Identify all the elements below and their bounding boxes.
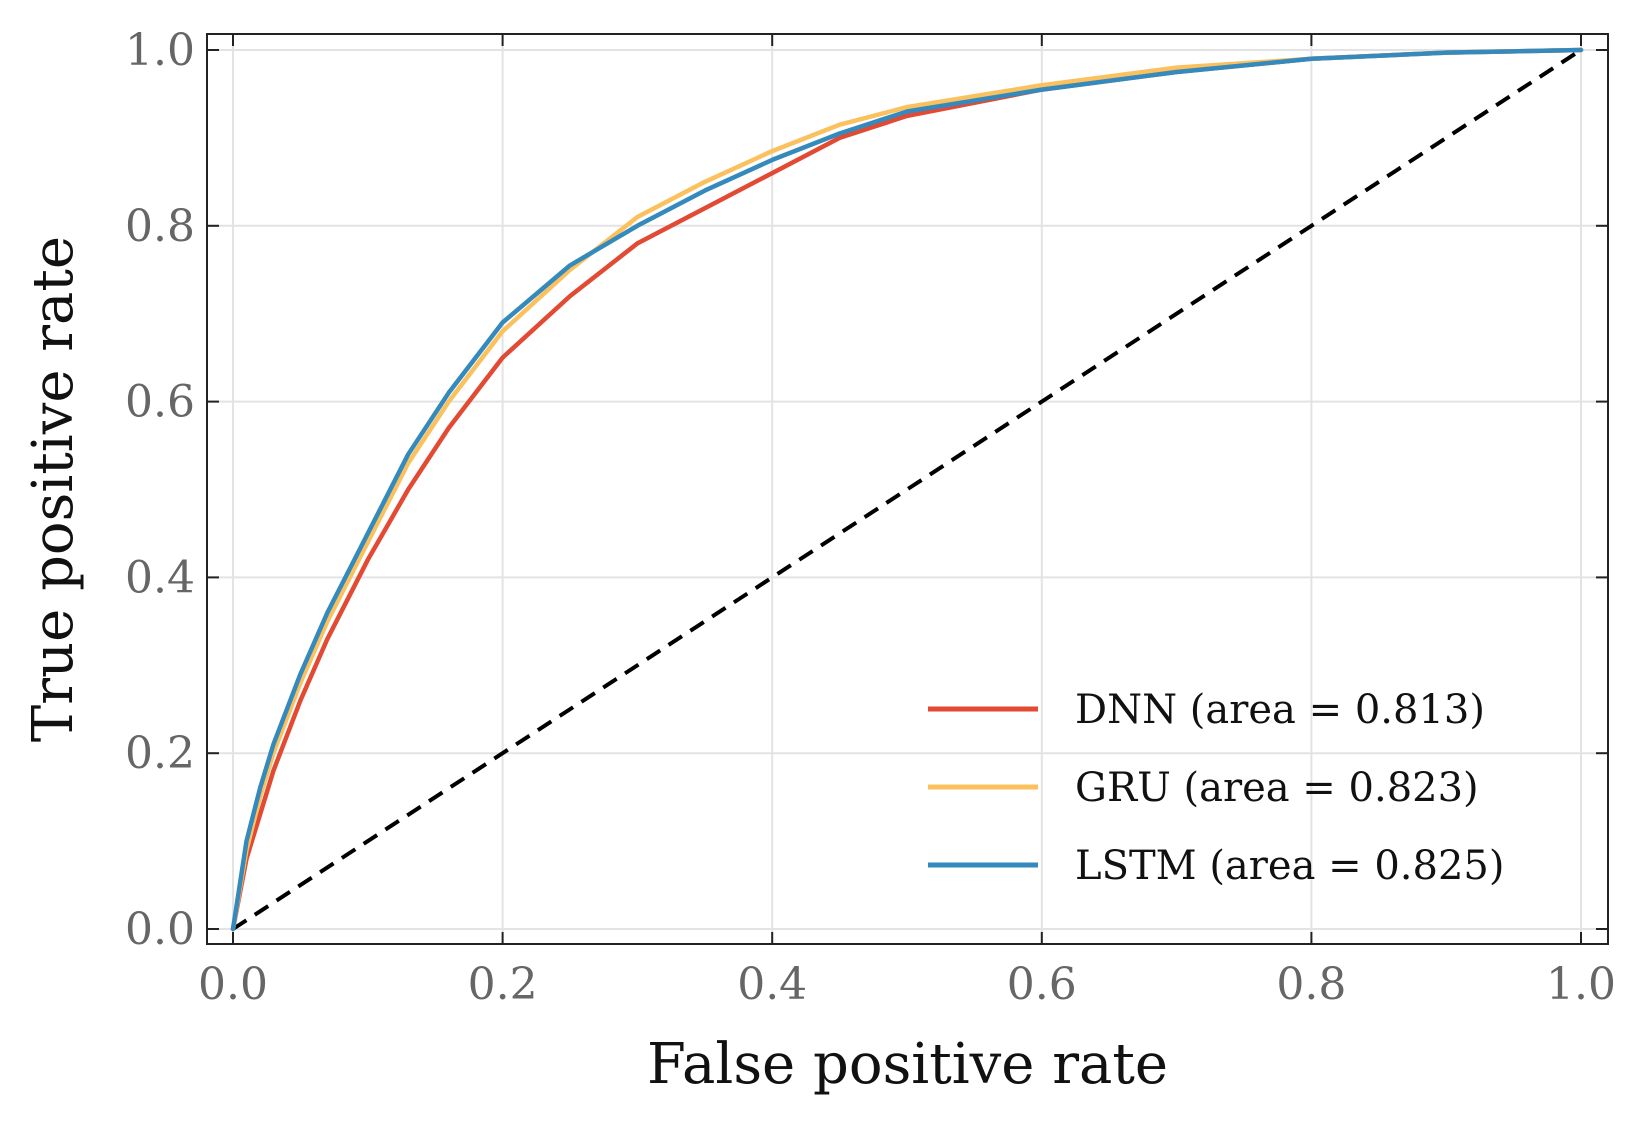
x-tick-label: 1.0 <box>1546 959 1616 1010</box>
legend-label: GRU (area = 0.823) <box>1075 765 1479 811</box>
x-axis-title: False positive rate <box>647 1032 1168 1097</box>
x-tick-label: 0.2 <box>468 959 538 1010</box>
x-tick-label: 0.4 <box>737 959 807 1010</box>
legend-label: LSTM (area = 0.825) <box>1075 843 1504 889</box>
y-tick-label: 0.4 <box>125 552 195 603</box>
y-tick-label: 0.8 <box>125 201 195 252</box>
y-tick-label: 0.2 <box>125 728 195 779</box>
x-tick-label: 0.8 <box>1276 959 1346 1010</box>
series-line-lstm <box>230 47 1584 932</box>
x-tick-label: 0.0 <box>198 959 268 1010</box>
legend: DNN (area = 0.813) GRU (area = 0.823) LSTM… <box>928 687 1504 889</box>
ticks: 0.0 0.2 0.4 0.6 0.8 1.0 0.0 0.2 0.4 0.6 0.8 1.0 <box>125 25 1616 1010</box>
series-group <box>230 47 1584 932</box>
y-tick-label: 1.0 <box>125 25 195 76</box>
grid <box>207 34 1608 944</box>
series-line-gru <box>230 47 1584 932</box>
reference-line-dashed <box>231 48 1583 931</box>
legend-label: DNN (area = 0.813) <box>1075 687 1485 733</box>
y-axis-title: True positive rate <box>21 236 86 742</box>
plot-frame <box>206 33 1609 945</box>
y-tick-label: 0.0 <box>125 904 195 955</box>
reference-line-group <box>231 48 1583 931</box>
y-tick-label: 0.6 <box>125 377 195 428</box>
x-tick-label: 0.6 <box>1007 959 1077 1010</box>
